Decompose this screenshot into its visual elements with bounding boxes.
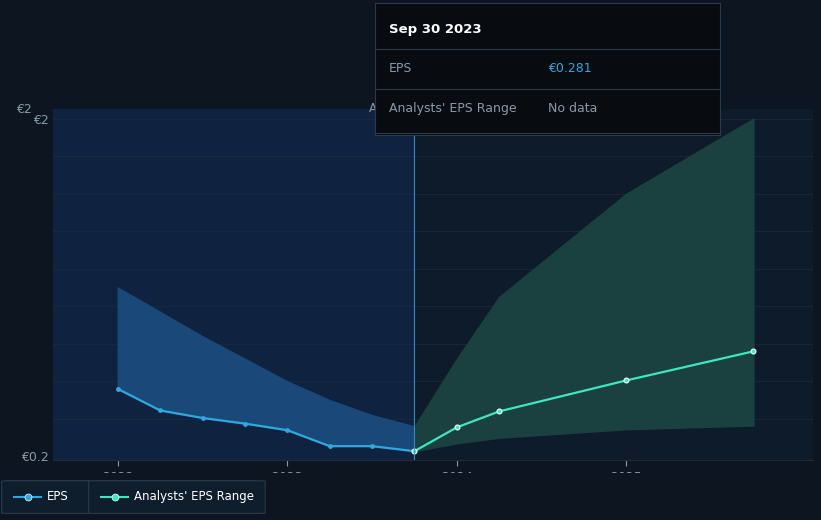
Text: €0.281: €0.281 <box>548 62 591 75</box>
Text: Sep 30 2023: Sep 30 2023 <box>389 22 482 35</box>
Text: Analysts Forecasts: Analysts Forecasts <box>423 102 533 115</box>
Text: EPS: EPS <box>47 490 68 503</box>
Text: Analysts' EPS Range: Analysts' EPS Range <box>134 490 254 503</box>
Text: €2: €2 <box>16 102 32 115</box>
Text: EPS: EPS <box>389 62 412 75</box>
Text: Analysts' EPS Range: Analysts' EPS Range <box>389 102 516 115</box>
Text: No data: No data <box>548 102 597 115</box>
Bar <box>53 109 415 460</box>
Text: Actual: Actual <box>369 102 406 115</box>
FancyBboxPatch shape <box>2 480 96 513</box>
FancyBboxPatch shape <box>89 480 265 513</box>
